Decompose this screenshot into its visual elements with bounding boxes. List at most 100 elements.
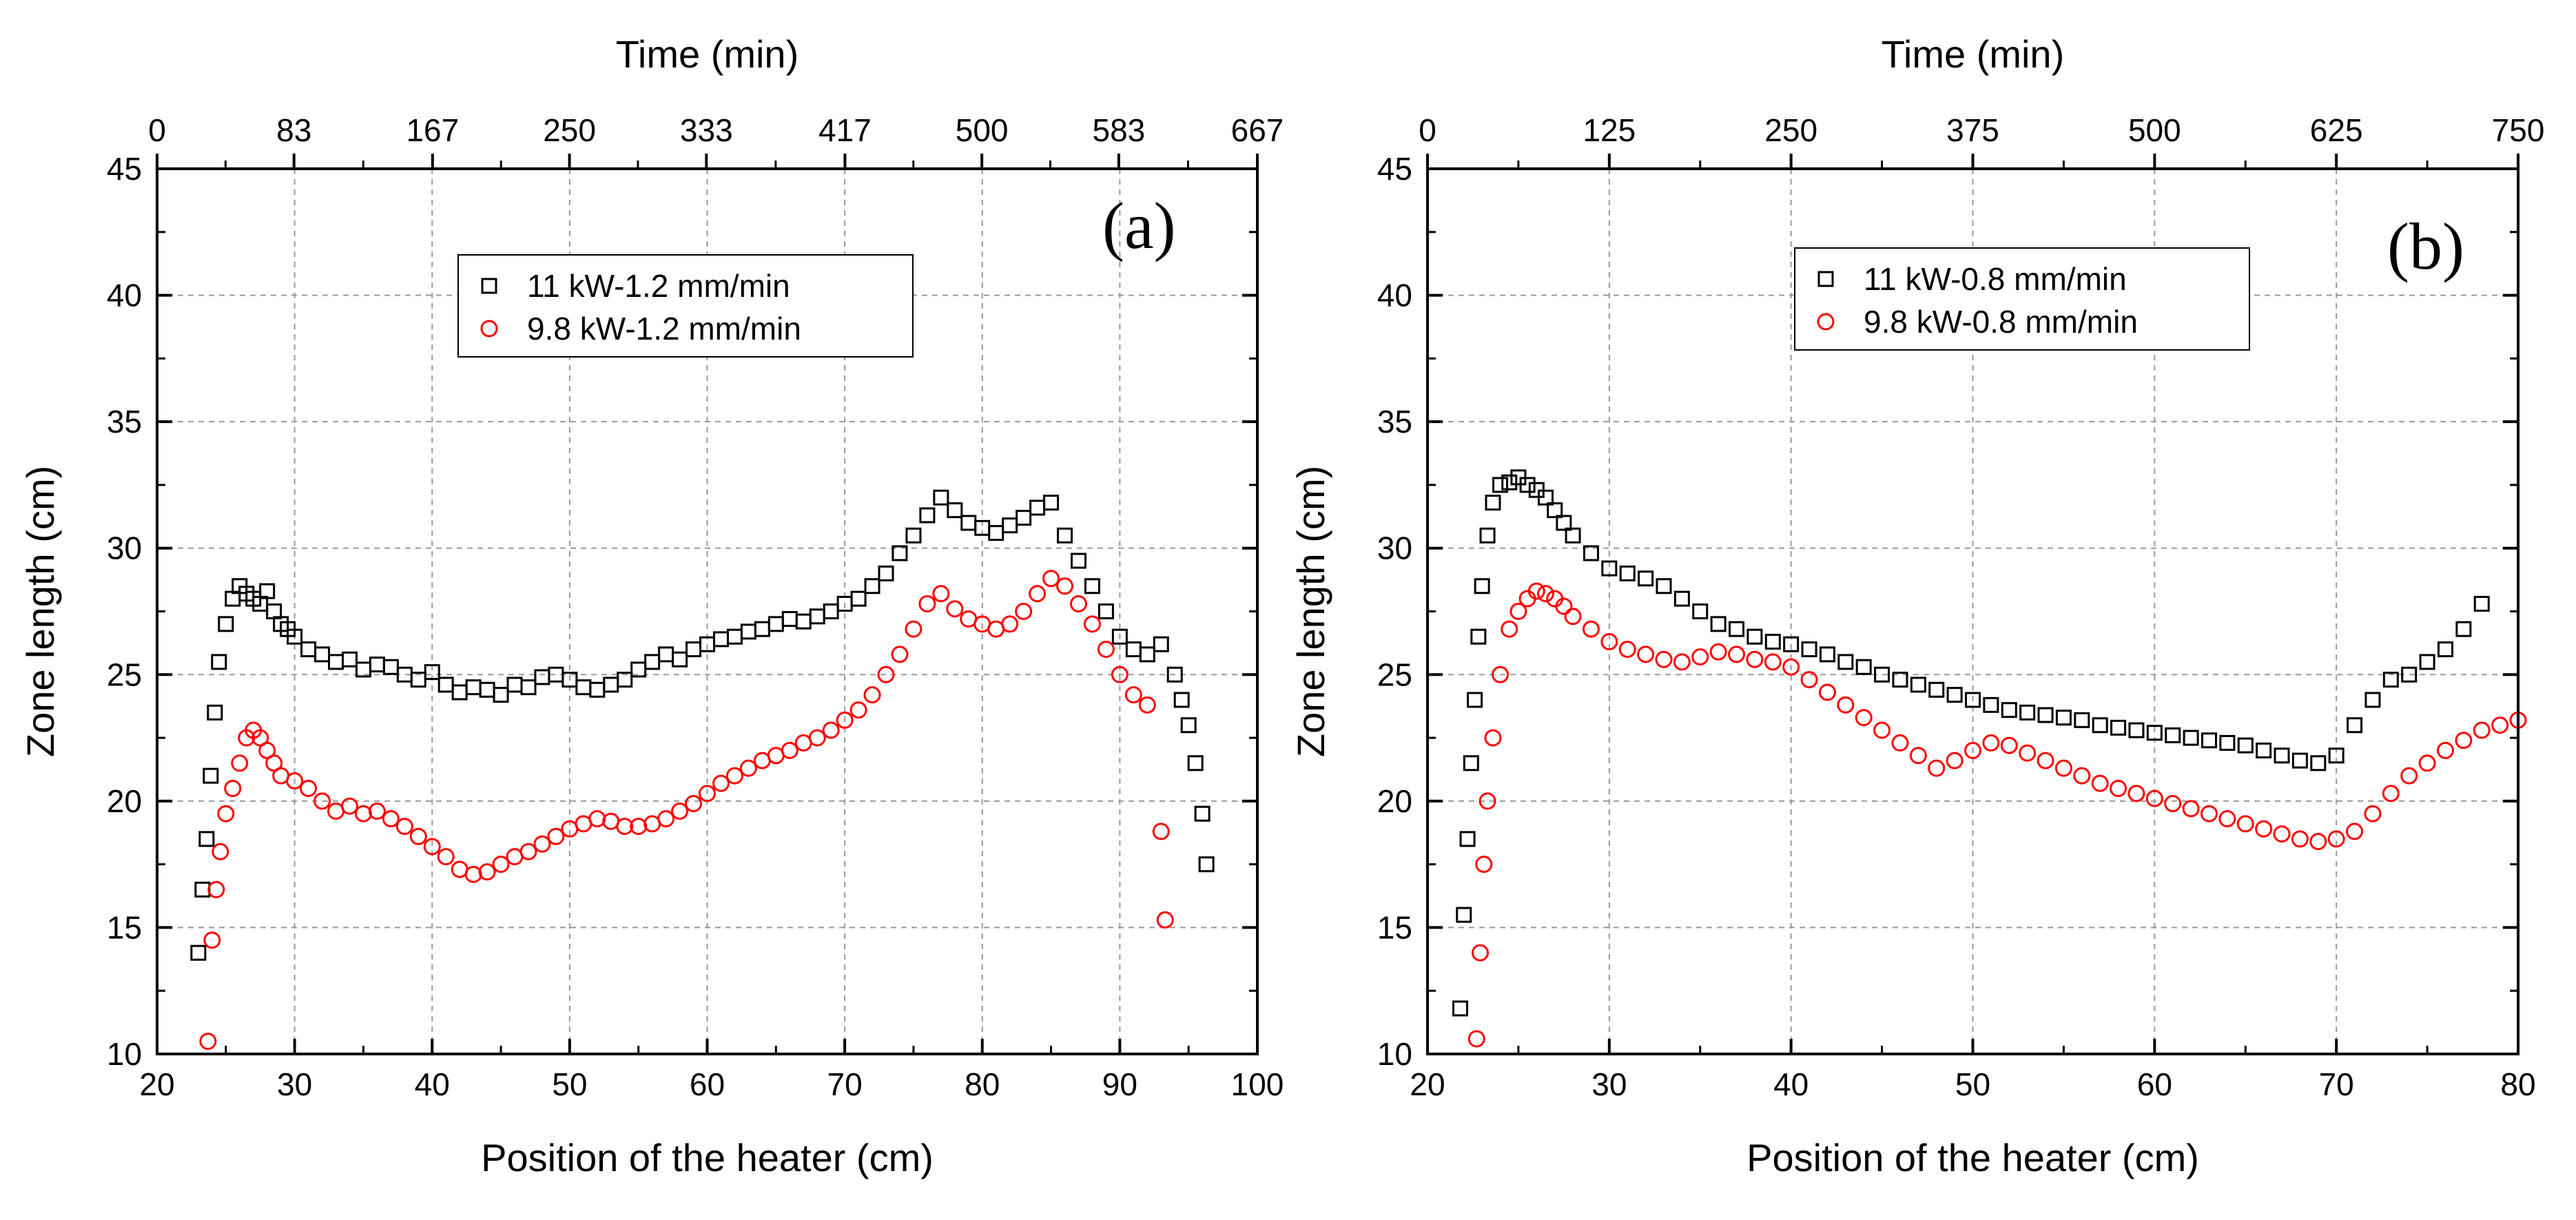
data-point-circle (340, 797, 358, 815)
y-tick-label: 45 (1377, 151, 1412, 187)
data-point-square (1173, 692, 1190, 708)
data-point-square (2291, 752, 2308, 769)
data-point-circle (1782, 658, 1800, 676)
y-axis-title: Zone length (cm) (1289, 466, 1332, 757)
series-squares (190, 489, 1215, 961)
data-point-circle (2019, 744, 2037, 762)
data-point-circle (2255, 820, 2273, 838)
chart-panel-b: 20 30 40 50 60 70 80 10 15 20 25 30 35 40 450 125 250 375… (1289, 32, 2544, 1179)
x-tick-label: 90 (1102, 1066, 1137, 1102)
data-point-circle (1728, 645, 1746, 663)
legend-marker-circle (480, 320, 498, 338)
data-point-square (1746, 628, 1763, 645)
data-point-square (1619, 565, 1636, 581)
data-point-circle (2236, 815, 2254, 833)
y-tick-label: 40 (107, 278, 142, 313)
data-point-circle (1056, 577, 1074, 595)
data-point-square (259, 583, 276, 599)
data-point-square (1452, 1000, 1468, 1017)
data-point-circle (1536, 585, 1554, 603)
data-point-circle (2091, 774, 2109, 792)
data-point-square (1819, 646, 1835, 663)
legend: 11 kW-0.8 mm/min 9.8 kW-0.8 mm/min (1794, 247, 2250, 351)
data-point-circle (2073, 767, 2091, 785)
data-point-square (2055, 710, 2072, 726)
data-point-square (190, 944, 207, 961)
data-point-circle (2037, 752, 2054, 769)
x2-tick-label: 125 (1583, 112, 1636, 148)
data-point-circle (2382, 785, 2400, 803)
x2-tick-label: 333 (680, 112, 733, 148)
data-point-circle (2400, 767, 2418, 785)
data-point-circle (1509, 603, 1527, 620)
data-point-square (424, 664, 440, 681)
data-point-circle (1478, 792, 1496, 810)
data-point-circle (1964, 741, 1981, 759)
data-point-square (1456, 907, 1472, 923)
x2-tick-label: 375 (1946, 112, 1999, 148)
data-point-square (2110, 719, 2127, 736)
legend-box (1794, 247, 2250, 351)
data-point-circle (1655, 650, 1673, 668)
data-point-circle (1097, 641, 1115, 659)
data-point-circle (409, 827, 427, 845)
panel-label: (a) (1102, 189, 1176, 262)
data-point-circle (2346, 823, 2364, 840)
data-point-circle (739, 759, 757, 777)
x-tick-label: 100 (1231, 1066, 1284, 1102)
data-point-circle (1472, 944, 1490, 962)
x2-tick-label: 167 (406, 112, 459, 148)
x2-tick-label: 500 (956, 112, 1009, 148)
data-point-circle (699, 785, 716, 803)
x2-tick-label: 250 (543, 112, 596, 148)
data-point-circle (1909, 747, 1927, 765)
data-point-circle (2110, 780, 2127, 797)
data-point-circle (2436, 741, 2454, 759)
data-point-circle (1764, 653, 1782, 671)
data-point-circle (1069, 595, 1087, 612)
data-point-square (1043, 495, 1060, 511)
data-point-square (2437, 641, 2453, 658)
data-point-circle (2455, 732, 2473, 749)
y-axis-title: Zone length (cm) (19, 466, 62, 757)
series-circles (199, 570, 1174, 1051)
data-point-circle (836, 711, 854, 729)
data-point-circle (685, 795, 703, 813)
data-point-circle (2491, 716, 2509, 734)
x2-tick-label: 250 (1764, 112, 1817, 148)
data-point-square (672, 651, 688, 668)
data-point-circle (712, 774, 730, 792)
data-point-square (1070, 552, 1086, 569)
legend-marker-circle (1817, 313, 1835, 331)
data-point-square (2037, 707, 2054, 723)
x-tick-label: 20 (1410, 1066, 1445, 1102)
x2-tick-label: 500 (2128, 112, 2181, 148)
data-point-circle (1691, 648, 1709, 666)
data-point-circle (781, 741, 798, 759)
data-point-circle (300, 780, 318, 797)
y-tick-label: 40 (1377, 278, 1412, 313)
data-point-circle (437, 848, 455, 866)
data-point-square (2310, 755, 2327, 772)
legend-label: 11 kW-1.2 mm/min (527, 268, 790, 304)
data-point-circle (1637, 645, 1655, 663)
data-point-square (1016, 510, 1032, 526)
data-point-square (947, 502, 963, 519)
x-tick-label: 30 (277, 1066, 312, 1102)
data-point-circle (1467, 1030, 1485, 1048)
data-point-square (2001, 702, 2017, 718)
x-tick-label: 40 (415, 1066, 450, 1102)
data-point-circle (395, 818, 413, 836)
data-point-square (2237, 737, 2254, 754)
x-tick-label: 30 (1591, 1066, 1627, 1102)
data-point-circle (1083, 615, 1101, 633)
data-point-square (1474, 578, 1490, 595)
data-point-square (1855, 659, 1872, 675)
data-point-square (520, 679, 537, 696)
x2-tick-label: 0 (148, 112, 166, 148)
y-tick-label: 35 (1377, 404, 1412, 440)
data-point-square (1801, 641, 1817, 658)
data-point-square (1479, 527, 1496, 544)
data-point-circle (1484, 729, 1502, 747)
